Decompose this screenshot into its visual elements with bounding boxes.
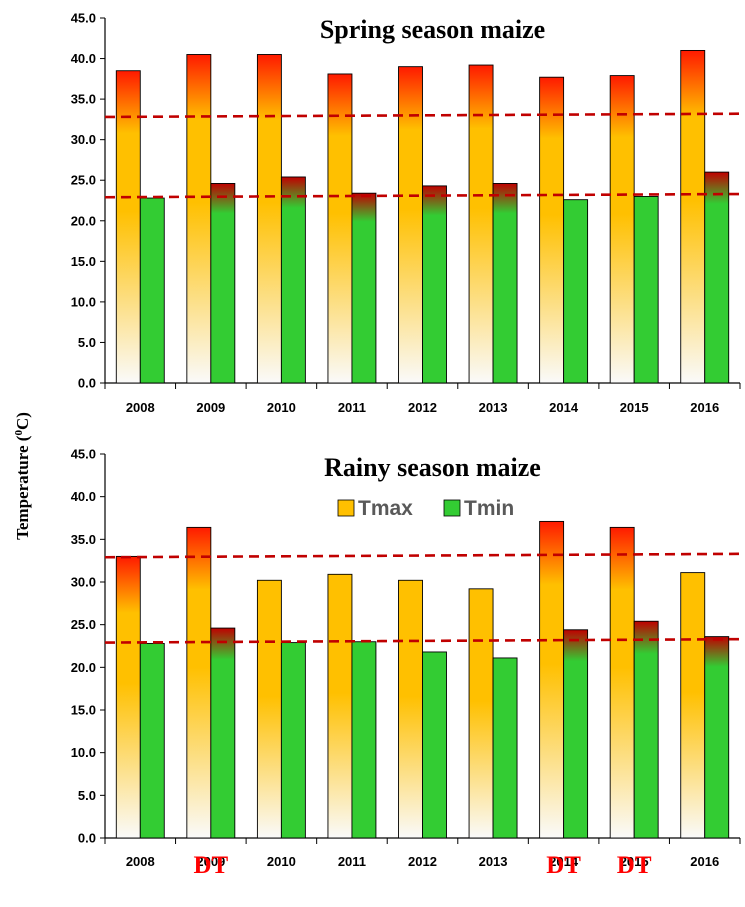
bar-tmax-2016: [680, 572, 706, 839]
annotation-dt-2015: DT: [617, 852, 652, 879]
y-tick-label: 30.0: [71, 575, 96, 590]
y-tick-label: 25.0: [71, 173, 96, 188]
threshold-line-0: [104, 552, 741, 559]
legend-swatch-Tmax: [337, 499, 355, 517]
bar-tmin-2008: [139, 197, 165, 384]
bar-tmax-2008: [115, 555, 141, 839]
y-tick-label: 15.0: [71, 703, 96, 718]
y-tick-label: 35.0: [71, 92, 96, 107]
bar-tmax-2015: [609, 526, 635, 839]
x-tick-label: 2016: [690, 400, 719, 415]
x-tick-label: 2009: [196, 400, 225, 415]
x-tick-label: 2015: [620, 854, 649, 869]
svg-text:Temperature (0C): Temperature (0C): [13, 412, 32, 540]
bar-tmax-2013: [468, 64, 494, 384]
y-tick-label: 40.0: [71, 51, 96, 66]
y-tick-label: 20.0: [71, 660, 96, 675]
x-tick-label: 2008: [126, 400, 155, 415]
x-tick-label: 2012: [408, 400, 437, 415]
bar-tmin-2009: [210, 627, 236, 839]
annotation-dt-2014: DT: [546, 852, 581, 879]
y-axis-label-unit-close: C): [13, 412, 32, 430]
bar-tmin-2012: [422, 185, 447, 384]
bar-tmin-2015: [633, 195, 659, 384]
y-tick-label: 10.0: [71, 294, 96, 309]
bar-tmax-2010: [256, 54, 282, 384]
y-tick-label: 5.0: [78, 335, 96, 350]
bar-tmax-2011: [327, 73, 353, 384]
x-tick-label: 2015: [620, 400, 649, 415]
bar-tmin-2013: [492, 183, 518, 384]
x-tick-label: 2014: [549, 854, 579, 869]
bar-tmin-2011: [351, 641, 377, 839]
bar-tmin-2014: [563, 199, 589, 384]
bar-tmax-2012: [398, 579, 423, 839]
legend-swatch-Tmin: [443, 499, 461, 517]
annotation-dt-2009: DT: [193, 852, 228, 879]
y-tick-label: 35.0: [71, 532, 96, 547]
bar-tmin-2012: [422, 651, 447, 839]
bar-tmax-2009: [186, 526, 212, 839]
y-axis-label: Temperature (0C): [13, 412, 32, 540]
threshold-line-0: [104, 112, 741, 119]
spring-chart: 0.0 5.0 10.0 15.0 20.0 25.0 30.0 35.0 40.0 45.0 20…: [71, 11, 741, 415]
y-tick-label: 30.0: [71, 132, 96, 147]
bar-tmin-2009: [210, 183, 236, 384]
rainy-chart: 0.0 5.0 10.0 15.0 20.0 25.0 30.0 35.0 40.0 45.0 20…: [71, 447, 741, 879]
y-tick-label: 45.0: [71, 447, 96, 462]
legend: Tmax Tmin: [337, 497, 514, 520]
chart-title: Rainy season maize: [324, 453, 541, 482]
y-axis-label-text: Temperature: [13, 445, 32, 540]
y-tick-label: 40.0: [71, 489, 96, 504]
x-tick-label: 2014: [549, 400, 579, 415]
y-tick-label: 0.0: [78, 831, 96, 846]
x-tick-label: 2016: [690, 854, 719, 869]
y-tick-label: 45.0: [71, 11, 96, 26]
y-axis-label-unit-open: (: [13, 435, 32, 445]
legend-label-Tmin: Tmin: [464, 497, 514, 520]
threshold-line-1: [104, 192, 741, 199]
bar-tmin-2014: [563, 629, 589, 839]
threshold-line-1: [104, 637, 741, 644]
x-tick-label: 2008: [126, 854, 155, 869]
chart-title: Spring season maize: [320, 15, 545, 44]
bar-tmax-2009: [186, 54, 212, 384]
x-tick-label: 2010: [267, 400, 296, 415]
x-tick-label: 2011: [338, 400, 366, 415]
y-tick-label: 10.0: [71, 745, 96, 760]
bar-tmin-2013: [492, 657, 518, 839]
bar-tmax-2014: [539, 76, 565, 384]
x-tick-label: 2009: [196, 854, 225, 869]
bar-tmin-2016: [704, 171, 730, 384]
bar-tmax-2011: [327, 573, 353, 839]
bar-tmin-2011: [351, 192, 377, 384]
bar-tmax-2015: [609, 75, 635, 384]
y-tick-label: 0.0: [78, 376, 96, 391]
y-tick-label: 15.0: [71, 254, 96, 269]
x-tick-label: 2012: [408, 854, 437, 869]
bar-tmin-2015: [633, 620, 659, 839]
x-tick-label: 2010: [267, 854, 296, 869]
y-tick-label: 5.0: [78, 788, 96, 803]
x-tick-label: 2013: [479, 400, 508, 415]
x-tick-label: 2011: [338, 854, 366, 869]
bar-tmin-2010: [280, 176, 306, 384]
bar-tmax-2010: [256, 579, 282, 839]
y-tick-label: 20.0: [71, 213, 96, 228]
bar-tmax-2016: [680, 49, 706, 384]
bar-tmin-2008: [139, 642, 165, 839]
x-tick-label: 2013: [479, 854, 508, 869]
bar-tmin-2016: [704, 636, 730, 839]
bar-tmax-2013: [468, 588, 494, 839]
bar-tmin-2010: [280, 642, 306, 839]
y-axis-label-unit-sup: 0: [13, 430, 25, 436]
bar-tmax-2014: [539, 520, 565, 839]
legend-label-Tmax: Tmax: [358, 497, 413, 520]
y-tick-label: 25.0: [71, 617, 96, 632]
